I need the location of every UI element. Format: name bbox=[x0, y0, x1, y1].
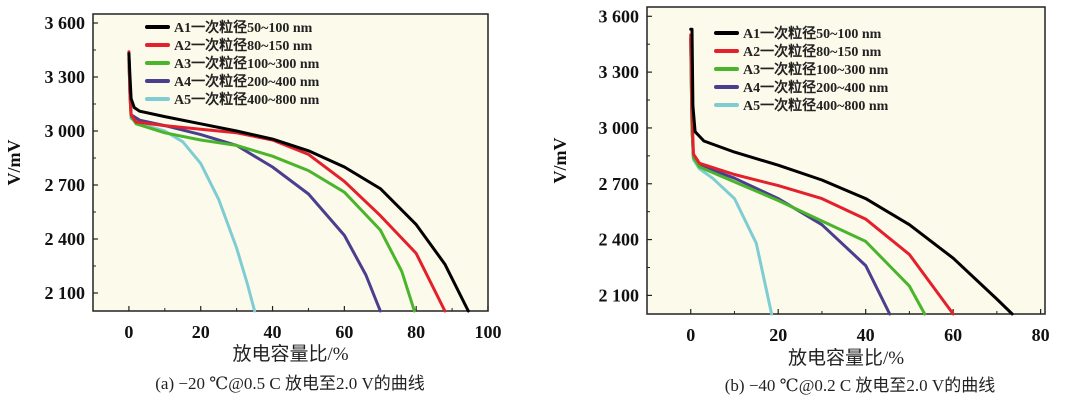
y-tick-label: 2 700 bbox=[599, 174, 640, 194]
x-tick-label: 60 bbox=[944, 325, 962, 345]
chart-caption: (b) −40 ℃@0.2 C 放电至2.0 V的曲线 bbox=[725, 376, 995, 395]
x-tick-label: 80 bbox=[1032, 325, 1050, 345]
x-axis-label: 放电容量比/% bbox=[788, 347, 904, 369]
x-tick-label: 100 bbox=[475, 322, 502, 342]
x-tick-label: 40 bbox=[264, 322, 282, 342]
y-tick-label: 3 300 bbox=[45, 67, 86, 87]
x-tick-label: 20 bbox=[192, 322, 210, 342]
legend-label-a3: A3一次粒径100~300 nm bbox=[174, 55, 320, 72]
series-line-a2 bbox=[127, 50, 447, 313]
legend-label-a1: A1一次粒径50~100 nm bbox=[743, 25, 882, 42]
series-line-a1 bbox=[127, 52, 470, 313]
plot-area bbox=[646, 6, 1046, 315]
legend-label-a1: A1一次粒径50~100 nm bbox=[174, 19, 313, 36]
y-tick-label: 3 000 bbox=[45, 121, 86, 141]
legend-label-a5: A5一次粒径400~800 nm bbox=[174, 91, 320, 108]
chart-caption: (a) −20 ℃@0.5 C 放电至2.0 V的曲线 bbox=[155, 374, 425, 393]
legend-label-a4: A4一次粒径200~400 nm bbox=[174, 73, 320, 90]
legend-label-a5: A5一次粒径400~800 nm bbox=[743, 97, 889, 114]
y-tick-label: 2 400 bbox=[599, 230, 640, 250]
y-tick-label: 3 300 bbox=[599, 62, 640, 82]
y-tick-label: 2 100 bbox=[599, 285, 640, 305]
legend-label-a2: A2一次粒径80~150 nm bbox=[743, 43, 882, 60]
y-tick-label: 2 700 bbox=[45, 175, 86, 195]
y-axis-label: V/mV bbox=[550, 138, 570, 184]
legend-label-a4: A4一次粒径200~400 nm bbox=[743, 79, 889, 96]
chart-panel-a: 2 100 2 400 2 700 3 000 3 300 3 600 0 20 40 60 80 1… bbox=[4, 13, 502, 393]
x-tick-label: 80 bbox=[407, 322, 425, 342]
y-tick-label: 2 400 bbox=[45, 229, 86, 249]
x-tick-label: 40 bbox=[857, 325, 875, 345]
x-tick-label: 20 bbox=[769, 325, 787, 345]
x-tick-label: 60 bbox=[335, 322, 353, 342]
y-tick-label: 3 600 bbox=[45, 13, 86, 33]
legend-label-a3: A3一次粒径100~300 nm bbox=[743, 61, 889, 78]
y-tick-label: 2 100 bbox=[45, 283, 86, 303]
x-tick-label: 0 bbox=[686, 325, 695, 345]
legend-label-a2: A2一次粒径80~150 nm bbox=[174, 37, 313, 54]
series-line-a2 bbox=[689, 33, 955, 316]
series-line-a1 bbox=[689, 27, 1014, 316]
y-tick-label: 3 600 bbox=[599, 6, 640, 26]
chart-panel-b: 2 100 2 400 2 700 3 000 3 300 3 600 0 20 40 60 80 A… bbox=[550, 6, 1050, 395]
y-axis-label: V/mV bbox=[4, 140, 24, 186]
x-tick-label: 0 bbox=[124, 322, 133, 342]
y-tick-label: 3 000 bbox=[599, 118, 640, 138]
x-axis-label: 放电容量比/% bbox=[232, 343, 348, 365]
